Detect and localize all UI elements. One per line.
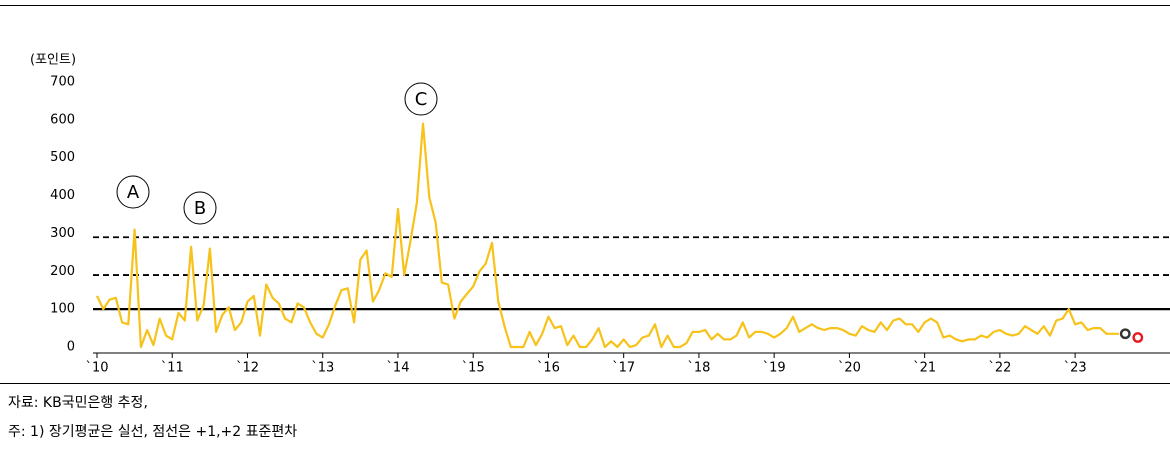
footnote: 주: 1) 장기평균은 실선, 점선은 +1,+2 표준편차 <box>8 424 297 440</box>
y-tick-label: 100 <box>50 302 75 317</box>
x-tick-label: `21 <box>913 361 936 376</box>
annotation: B <box>194 198 206 219</box>
x-tick-label: `13 <box>311 361 334 376</box>
x-tick-label: `16 <box>537 361 560 376</box>
annotation-circle <box>404 82 438 116</box>
source-note: 자료: KB국민은행 추정, <box>8 395 148 411</box>
x-tick-label: `23 <box>1064 361 1087 376</box>
y-tick-label: 700 <box>50 75 75 90</box>
x-tick-label: `12 <box>236 361 259 376</box>
x-tick-label: `15 <box>462 361 485 376</box>
y-tick-label: 200 <box>50 264 75 279</box>
x-tick-label: `11 <box>161 361 184 376</box>
x-tick-label: `19 <box>763 361 786 376</box>
x-tick-label: `20 <box>838 361 861 376</box>
highlight-marker <box>1119 328 1131 340</box>
y-tick-label: 500 <box>50 150 75 165</box>
annotation: C <box>415 89 428 110</box>
y-unit: (포인트) <box>30 53 76 68</box>
x-tick-label: `10 <box>85 361 108 376</box>
y-tick-label: 400 <box>50 188 75 203</box>
y-tick-label: 0 <box>67 340 75 355</box>
highlight-marker <box>1132 332 1144 343</box>
y-tick-label: 300 <box>50 226 75 241</box>
x-tick-label: `17 <box>612 361 635 376</box>
annotation: A <box>127 182 140 203</box>
data-line <box>96 122 1119 349</box>
x-tick-label: `14 <box>386 361 409 376</box>
y-tick-label: 600 <box>50 112 75 127</box>
x-tick-label: `18 <box>687 361 710 376</box>
annotation-circle <box>116 175 150 209</box>
x-tick-label: `22 <box>988 361 1011 376</box>
annotation-circle <box>183 191 217 225</box>
